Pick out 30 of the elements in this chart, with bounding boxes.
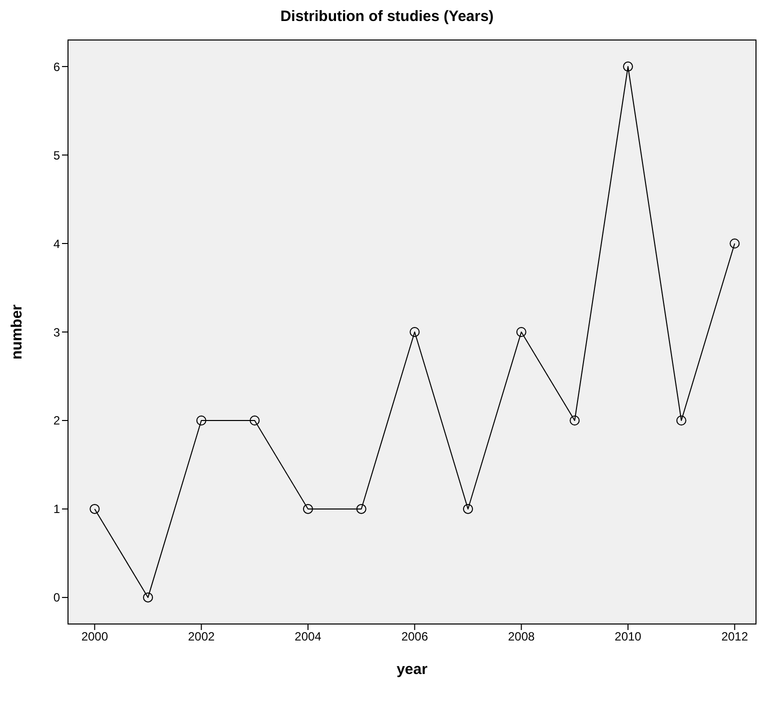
- y-tick-label: 1: [53, 502, 60, 516]
- x-axis-title: year: [396, 661, 428, 678]
- y-tick-label: 4: [53, 236, 60, 251]
- point: [196, 415, 206, 426]
- point: [410, 327, 420, 337]
- x-tick-label: 2000: [81, 630, 108, 644]
- point: [463, 504, 473, 514]
- x-tick-label: 2004: [294, 630, 322, 644]
- y-tick-label: 2: [53, 414, 60, 428]
- x-tick-label: 2010: [614, 630, 642, 644]
- point: [570, 415, 580, 426]
- point: [90, 504, 100, 514]
- y-tick-label: 5: [53, 148, 60, 162]
- point: [143, 592, 153, 602]
- y-tick-label: 6: [53, 60, 60, 74]
- point: [730, 238, 740, 249]
- point: [356, 504, 366, 514]
- point: [676, 415, 686, 426]
- chart-title: Distribution of studies (Years): [279, 8, 495, 27]
- point: [623, 62, 633, 72]
- x-tick-label: 2012: [721, 630, 748, 644]
- y-tick-label: 3: [53, 325, 60, 340]
- y-tick-label: 0: [53, 590, 60, 605]
- x-tick-label: 2002: [188, 630, 216, 644]
- y-axis-title: number: [8, 304, 26, 360]
- point: [303, 504, 313, 514]
- x-tick-label: 2008: [508, 630, 536, 644]
- point: [516, 327, 526, 337]
- point: [250, 415, 260, 426]
- x-tick-label: 2006: [401, 630, 428, 644]
